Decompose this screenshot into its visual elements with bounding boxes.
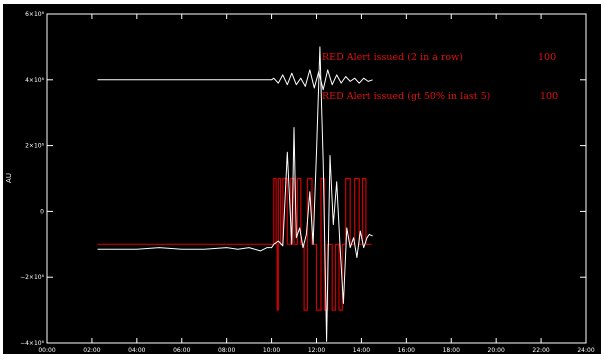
plot-background xyxy=(3,4,601,354)
y-tick-label: −2×10⁶ xyxy=(20,274,45,281)
x-axis: 00:00 02:00 04:00 06:00 08:00 10:00 12:00 14:00… xyxy=(38,14,595,354)
x-tick-label: 04:00 xyxy=(128,347,145,354)
y-axis: −4×10⁶ −2×10⁶ 0 2×10⁶ 4×10⁶ 6×10⁶ xyxy=(20,11,586,347)
annotation-value: 100 xyxy=(540,91,558,102)
x-tick-label: 22:00 xyxy=(532,347,549,354)
y-tick-label: 2×10⁶ xyxy=(25,143,44,150)
x-tick-label: 12:00 xyxy=(308,347,325,354)
y-tick-label: 4×10⁶ xyxy=(25,77,44,84)
series-line-3 xyxy=(97,177,372,311)
series-line-2 xyxy=(97,69,373,91)
annotation-text: RED Alert issued (2 in a row) xyxy=(322,52,463,63)
x-tick-label: 20:00 xyxy=(488,347,505,354)
annotation-value: 100 xyxy=(538,52,556,63)
y-tick-label: 0 xyxy=(40,208,44,215)
x-tick-label: 08:00 xyxy=(218,347,235,354)
y-tick-label: −4×10⁶ xyxy=(20,340,45,347)
x-tick-label: 14:00 xyxy=(353,347,370,354)
y-tick-label: 6×10⁶ xyxy=(25,11,44,18)
x-tick-label: 02:00 xyxy=(83,347,100,354)
x-tick-label: 06:00 xyxy=(173,347,190,354)
x-tick-label: 18:00 xyxy=(443,347,460,354)
annotations: RED Alert issued (2 in a row) 100 RED Aler… xyxy=(322,52,558,102)
series-line-1 xyxy=(97,46,373,342)
y-axis-label: AU xyxy=(5,173,13,183)
x-tick-label: 24:00 xyxy=(577,347,594,354)
x-tick-label: 16:00 xyxy=(398,347,415,354)
annotation-text: RED Alert issued (gt 50% in last 5) xyxy=(322,91,490,102)
x-tick-label: 10:00 xyxy=(263,347,280,354)
series-group xyxy=(97,46,373,342)
x-tick-label: 00:00 xyxy=(38,347,55,354)
